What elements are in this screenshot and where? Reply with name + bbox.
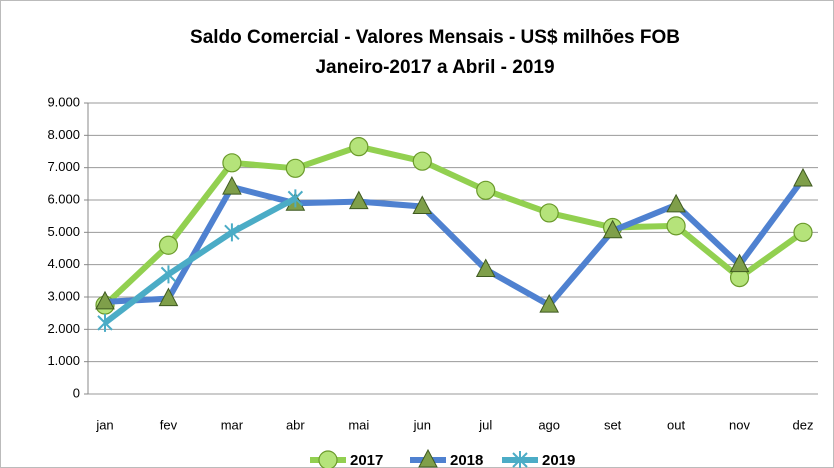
- marker: [224, 223, 240, 242]
- x-tick-label: set: [604, 417, 622, 432]
- marker: [412, 195, 433, 214]
- y-tick-label: 2.000: [47, 321, 80, 336]
- y-tick-label: 7.000: [47, 159, 80, 174]
- legend-label: 2017: [350, 452, 383, 468]
- y-tick-label: 5.000: [47, 224, 80, 239]
- x-tick-label: jul: [478, 417, 492, 432]
- marker: [666, 216, 686, 236]
- marker: [158, 287, 179, 307]
- marker: [222, 175, 242, 195]
- y-tick-label: 3.000: [47, 288, 80, 303]
- marker: [793, 167, 813, 187]
- x-tick-label: fev: [160, 417, 178, 432]
- marker: [348, 190, 369, 210]
- x-tick-label: jun: [413, 417, 431, 432]
- marker: [97, 313, 113, 332]
- x-tick-label: ago: [538, 417, 560, 432]
- y-tick-label: 4.000: [47, 256, 80, 271]
- x-tick-label: out: [667, 417, 685, 432]
- legend-label: 2019: [542, 452, 575, 468]
- y-tick-label: 6.000: [47, 191, 80, 206]
- legend-label: 2018: [450, 452, 483, 468]
- marker: [412, 151, 432, 171]
- x-tick-label: mar: [221, 417, 244, 432]
- chart-title: Saldo Comercial - Valores Mensais - US$ …: [190, 27, 680, 48]
- marker: [318, 450, 338, 468]
- x-tick-label: nov: [729, 417, 750, 432]
- marker: [349, 137, 369, 157]
- chart-subtitle: Janeiro-2017 a Abril - 2019: [315, 57, 554, 78]
- marker: [729, 253, 750, 273]
- marker: [158, 235, 179, 255]
- marker: [95, 290, 115, 310]
- marker: [476, 180, 496, 200]
- marker: [666, 193, 686, 213]
- marker: [539, 294, 560, 313]
- x-tick-label: jan: [95, 417, 113, 432]
- marker: [602, 219, 623, 239]
- marker: [222, 153, 242, 173]
- marker: [475, 258, 496, 278]
- y-tick-label: 1.000: [47, 353, 80, 368]
- x-tick-label: mai: [348, 417, 369, 432]
- x-tick-label: dez: [793, 417, 814, 432]
- marker: [539, 203, 559, 223]
- marker: [160, 265, 177, 284]
- marker: [285, 158, 305, 178]
- y-tick-label: 8.000: [47, 127, 80, 142]
- series-line: [102, 143, 805, 308]
- marker: [793, 222, 813, 242]
- x-tick-label: abr: [286, 417, 305, 432]
- series-line: [103, 195, 297, 326]
- y-tick-label: 0: [73, 385, 80, 400]
- marker: [418, 448, 438, 468]
- marker: [512, 451, 528, 468]
- series-line: [104, 177, 806, 309]
- marker: [287, 189, 304, 208]
- y-tick-label: 9.000: [47, 94, 80, 109]
